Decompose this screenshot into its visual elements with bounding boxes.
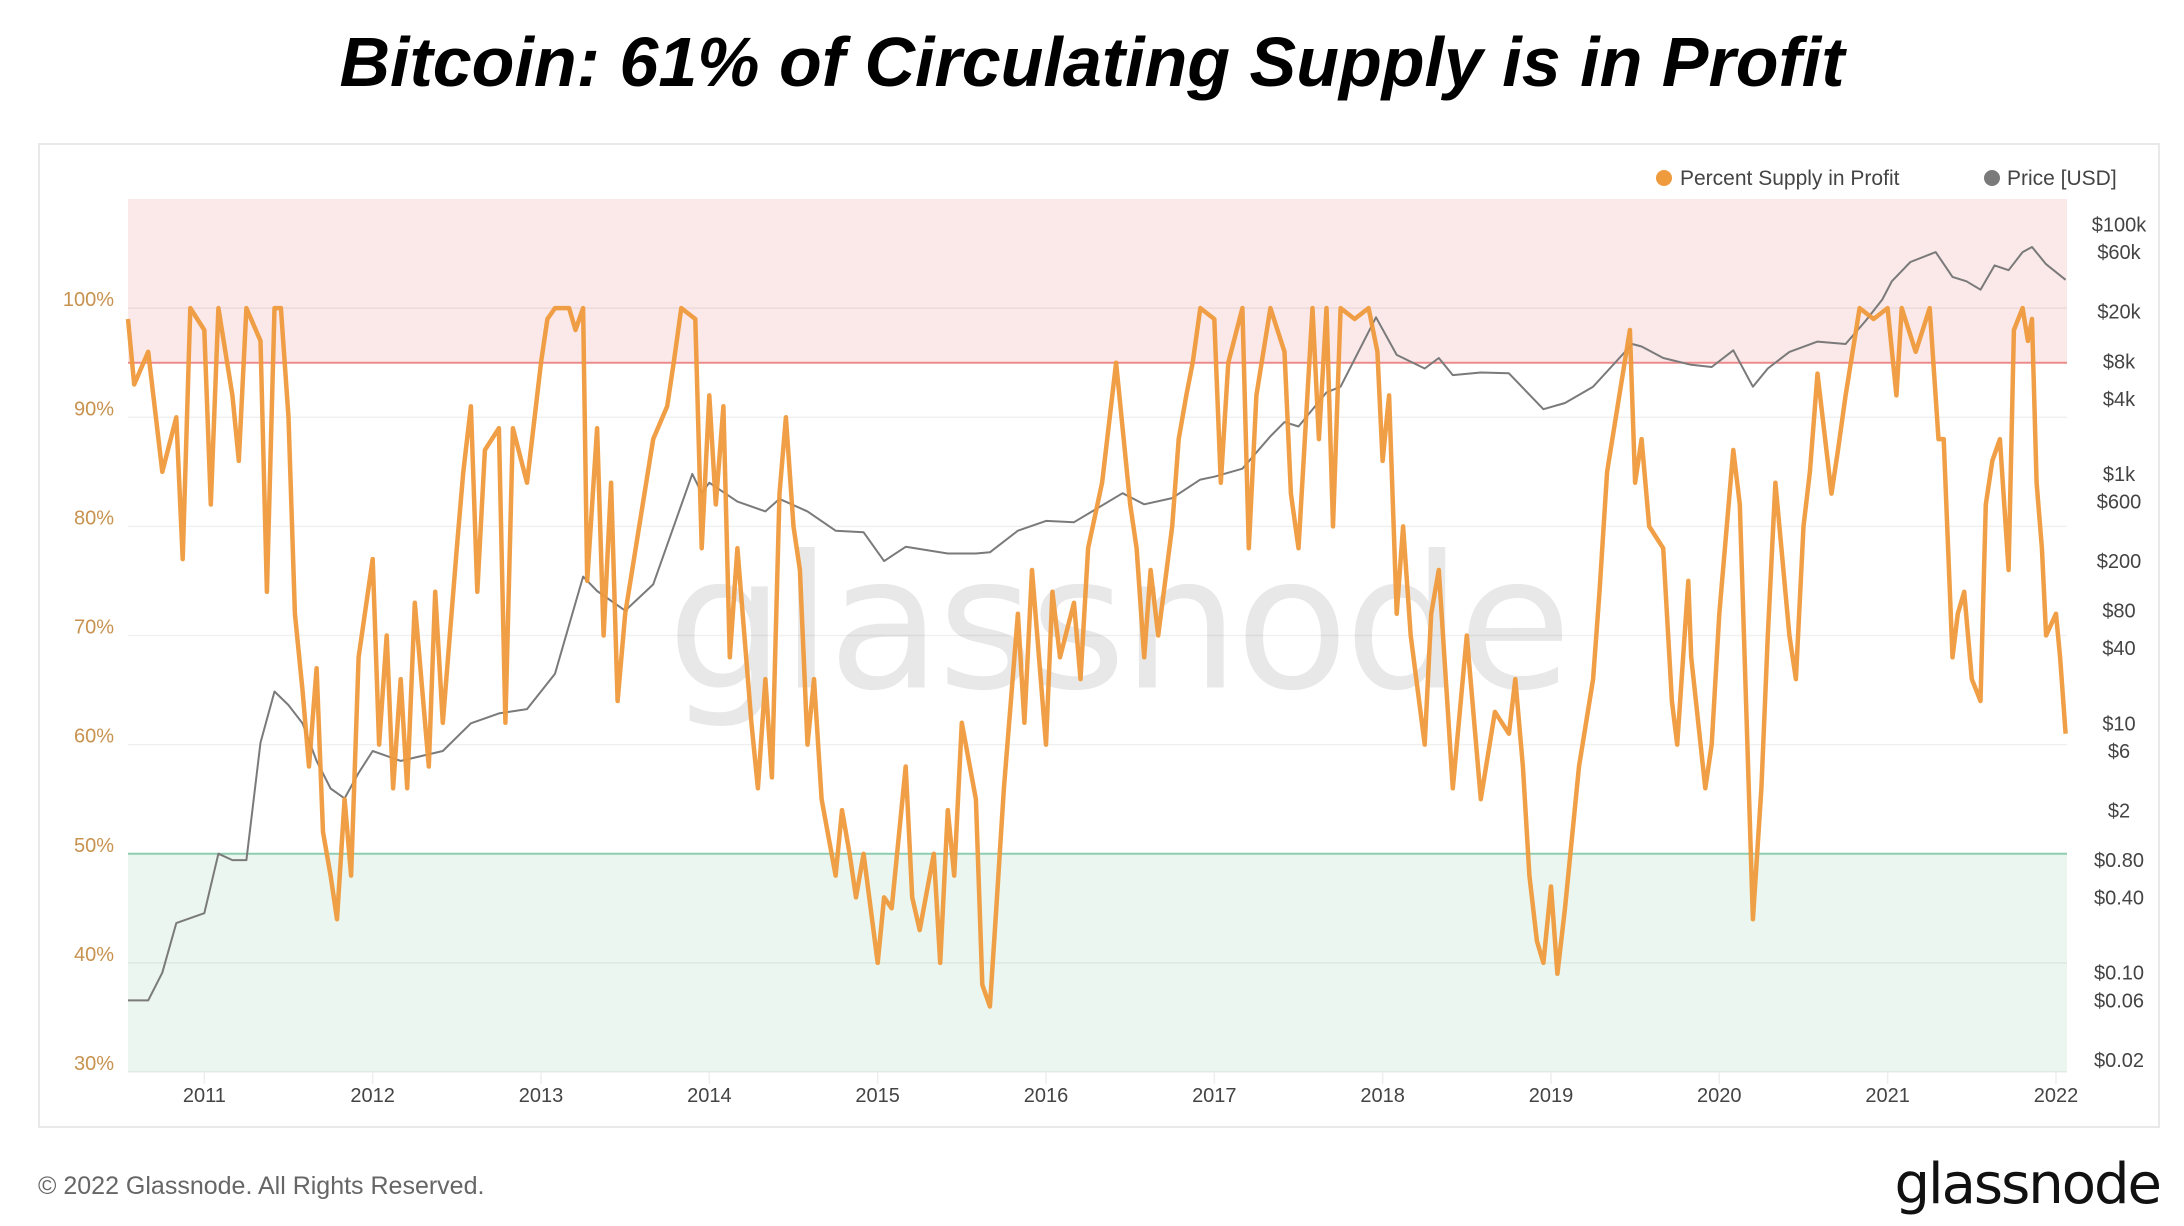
y-right-tick-label: $0.06 xyxy=(2094,990,2144,1012)
y-right-tick-label: $20k xyxy=(2097,302,2141,324)
x-tick-label: 2021 xyxy=(1865,1085,1910,1107)
y-right-tick-label: $10 xyxy=(2102,713,2135,735)
y-left-tick-label: 80% xyxy=(74,507,114,529)
copyright-text: © 2022 Glassnode. All Rights Reserved. xyxy=(38,1172,485,1200)
chart-panel: glassnode 100% 90% 80% 70% 60% 50% 40% 30% $100k $… xyxy=(38,143,2160,1128)
y-right-tick-label: $100k xyxy=(2092,214,2147,236)
legend-supply-dot xyxy=(1656,170,1672,186)
x-tick-label: 2012 xyxy=(350,1085,395,1107)
x-tick-label: 2019 xyxy=(1529,1085,1574,1107)
upper-band xyxy=(128,199,2067,363)
x-tick-label: 2020 xyxy=(1697,1085,1742,1107)
supply-in-profit-line xyxy=(125,305,2068,1009)
watermark: glassnode xyxy=(667,516,1568,732)
y-right-tick-label: $600 xyxy=(2097,492,2142,514)
y-right-tick-label: $8k xyxy=(2103,351,2136,373)
y-left-tick-label: 50% xyxy=(74,835,114,857)
x-tick-label: 2022 xyxy=(2034,1085,2079,1107)
legend-price-dot xyxy=(1984,170,2000,186)
legend-price-label: Price [USD] xyxy=(2007,167,2117,190)
y-right-tick-label: $200 xyxy=(2097,551,2142,573)
y-right-tick-label: $80 xyxy=(2102,601,2135,623)
page-title: Bitcoin: 61% of Circulating Supply is in… xyxy=(339,23,1845,101)
y-left-tick-label: 30% xyxy=(74,1053,114,1075)
y-right-tick-label: $60k xyxy=(2097,242,2141,264)
y-left-tick-label: 40% xyxy=(74,944,114,966)
x-tick-label: 2015 xyxy=(855,1085,900,1107)
x-tick-label: 2018 xyxy=(1360,1085,1405,1107)
y-left-tick-label: 60% xyxy=(74,726,114,748)
glassnode-logo: glassnode xyxy=(1894,1152,2162,1217)
x-tick-label: 2011 xyxy=(183,1085,226,1107)
y-left-tick-label: 70% xyxy=(74,617,114,639)
y-right-tick-label: $6 xyxy=(2108,741,2130,763)
y-right-tick-label: $0.40 xyxy=(2094,888,2144,910)
y-right-tick-label: $1k xyxy=(2103,464,2136,486)
y-right-tick-label: $40 xyxy=(2102,638,2135,660)
legend-supply-label: Percent Supply in Profit xyxy=(1680,167,1900,190)
y-right-tick-label: $2 xyxy=(2108,800,2130,822)
y-right-tick-label: $4k xyxy=(2103,389,2136,411)
x-tick-label: 2016 xyxy=(1024,1085,1069,1107)
y-right-tick-label: $0.80 xyxy=(2094,850,2144,872)
x-tick-label: 2013 xyxy=(519,1085,564,1107)
x-tick-label: 2017 xyxy=(1192,1085,1237,1107)
y-left-tick-label: 100% xyxy=(63,289,114,311)
y-left-tick-label: 90% xyxy=(74,398,114,420)
lower-band xyxy=(128,853,2067,1072)
y-right-tick-label: $0.02 xyxy=(2094,1050,2144,1072)
chart: glassnode 100% 90% 80% 70% 60% 50% 40% 30% $100k $… xyxy=(63,167,2147,1107)
x-tick-label: 2014 xyxy=(687,1085,732,1107)
y-right-tick-label: $0.10 xyxy=(2094,963,2144,985)
